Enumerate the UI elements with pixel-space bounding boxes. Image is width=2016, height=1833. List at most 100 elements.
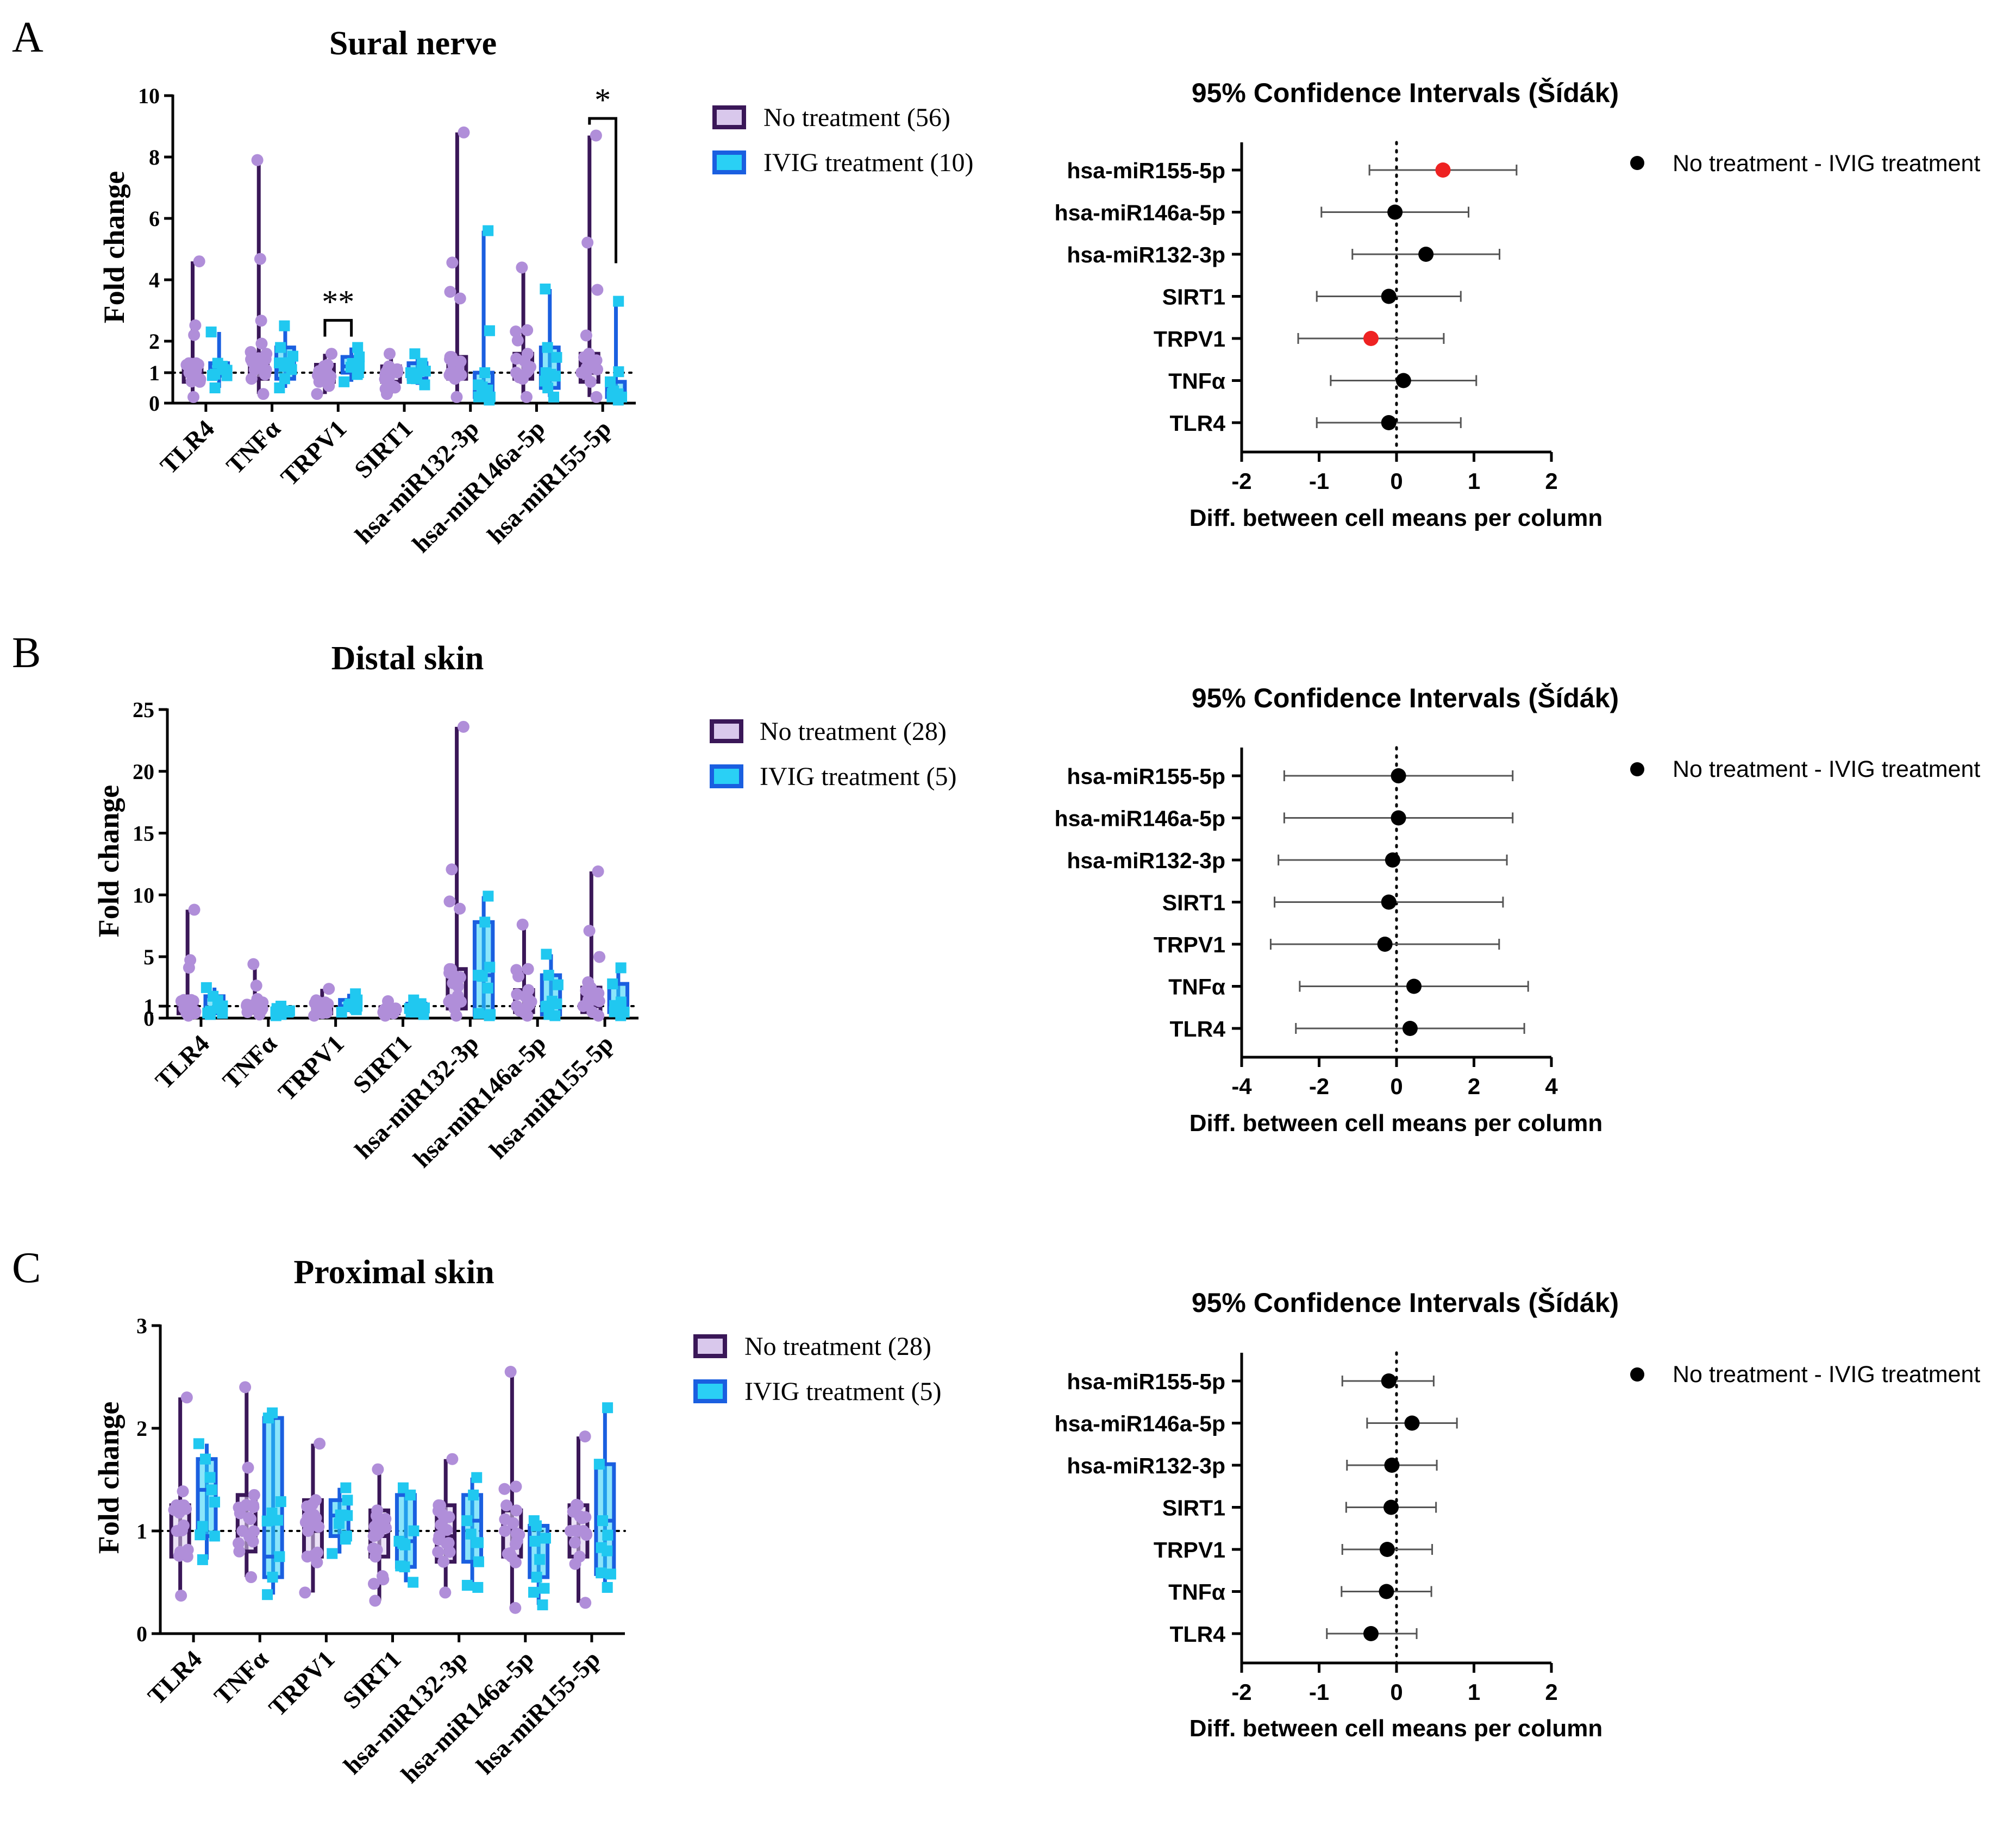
box-a-tlr4-no-treatment-point	[190, 365, 202, 377]
ci-row-a-sirt1-point	[1381, 288, 1397, 304]
box-b-hsa-mir132-3p-ivig-point	[485, 1009, 496, 1020]
box-b-trpv1-no-treatment-point	[323, 983, 335, 995]
box-b-hsa-mir132-3p-no-treatment-point	[454, 902, 466, 915]
box-a-hsa-mir132-3p-ivig-point	[483, 225, 494, 236]
box-b-hsa-mir146a-5p-no-treatment-point	[522, 995, 535, 1007]
box-a-hsa-mir132-3p-ivig-point	[479, 367, 491, 378]
box-a-hsa-mir132-3p-no-treatment-point	[446, 256, 459, 269]
box-b-hsa-mir132-3p-ivig-point	[483, 890, 494, 902]
box-b-tlr4-no-treatment-point	[188, 903, 201, 916]
box-c-tnfa-no-treatment-point	[248, 1525, 260, 1537]
box-a-hsa-mir132-3p-no-treatment-point	[452, 366, 465, 378]
box-a-hsa-mir132-3p-no-treatment-point	[454, 292, 466, 305]
ci-row-b-sirt1-label: SIRT1	[1162, 890, 1225, 915]
box-a-hsa-mir155-5p-no-treatment-point	[578, 351, 591, 363]
box-c-tnfa-no-treatment-point	[248, 1489, 260, 1501]
box-c-hsa-mir146a-5p-no-treatment-point	[510, 1504, 523, 1517]
box-c-hsa-mir146a-5p-no-treatment-point	[500, 1499, 513, 1511]
y-axis-label-a: Fold change	[98, 171, 130, 324]
box-b-hsa-mir146a-5p-ivig-point	[552, 979, 564, 990]
box-c-tnfa-no-treatment-point	[239, 1381, 252, 1393]
box-a-tnfa-no-treatment-point	[255, 337, 268, 350]
box-a-hsa-mir155-5p-no-treatment-point	[590, 391, 603, 403]
box-c-trpv1-no-treatment-point	[301, 1500, 314, 1512]
ci-title-c: 95% Confidence Intervals (Šídák)	[1192, 1287, 1619, 1318]
box-c-hsa-mir146a-5p-ivig-point	[529, 1535, 541, 1547]
box-c-sirt1-no-treatment-point	[372, 1463, 384, 1476]
box-c-hsa-mir132-3p-ivig-point	[465, 1528, 477, 1540]
box-c-tnfa-ivig-point	[267, 1572, 278, 1583]
box-c-hsa-mir155-5p-ivig-point	[602, 1529, 613, 1541]
y-tick-label-b-1: 1	[143, 994, 154, 1019]
legend-swatch-ivig-a	[712, 150, 746, 174]
box-a-hsa-mir132-3p-ivig-point	[484, 325, 495, 336]
box-c-hsa-mir132-3p-ivig-point	[472, 1581, 484, 1593]
box-c-trpv1-no-treatment-point	[314, 1437, 326, 1450]
ci-row-b-hsa-mir155-5p-label: hsa-miR155-5p	[1067, 764, 1225, 789]
box-a-trpv1-no-treatment-point	[311, 388, 323, 400]
box-a-hsa-mir146a-5p-no-treatment-point	[510, 325, 522, 338]
box-c-tlr4-ivig-point	[199, 1453, 211, 1465]
ci-row-c-tnfa-point	[1379, 1584, 1394, 1599]
box-b-hsa-mir146a-5p-ivig-point	[543, 970, 554, 981]
box-a-tnfa-no-treatment-point	[255, 315, 267, 327]
ci-row-a-tlr4-point	[1381, 415, 1397, 430]
box-a-tlr4-no-treatment-point	[193, 255, 205, 268]
box-b-trpv1-no-treatment-point	[320, 1004, 333, 1016]
box-a-trpv1-no-treatment-point	[323, 380, 335, 392]
ci-x-tick-label-b-0: 0	[1390, 1074, 1403, 1099]
box-a-trpv1-no-treatment-point	[325, 348, 338, 360]
box-c-hsa-mir132-3p-ivig-point	[461, 1580, 473, 1591]
legend-label-no-treatment-c: No treatment (28)	[744, 1332, 931, 1361]
box-a-tlr4-no-treatment-point	[187, 391, 200, 403]
box-c-sirt1-no-treatment-point	[369, 1595, 381, 1607]
significance-a-trpv1-label: **	[322, 284, 354, 320]
box-c-trpv1-ivig-point	[334, 1518, 345, 1529]
ci-row-a-hsa-mir132-3p-point	[1418, 247, 1434, 262]
box-b-hsa-mir155-5p-no-treatment-point	[581, 999, 594, 1012]
box-a-sirt1-ivig-point	[411, 368, 422, 380]
box-c-hsa-mir155-5p-no-treatment-point	[570, 1498, 583, 1511]
box-a-tlr4-ivig-point	[209, 382, 221, 393]
ci-x-axis-label-a: Diff. between cell means per column	[1189, 505, 1602, 531]
box-b-tnfa-ivig-point	[275, 1006, 286, 1018]
ci-title-b: 95% Confidence Intervals (Šídák)	[1192, 682, 1619, 713]
box-c-hsa-mir146a-5p-ivig-point	[539, 1583, 550, 1594]
box-c-tlr4-ivig-point	[195, 1529, 206, 1541]
box-c-tnfa-no-treatment-point	[242, 1461, 254, 1474]
y-tick-label-a-8: 8	[149, 145, 160, 170]
ci-row-c-sirt1-point	[1383, 1499, 1399, 1515]
box-c-hsa-mir146a-5p-ivig-point	[540, 1533, 551, 1544]
ci-plot-sural-nerve: -2 -1 0 1 2 hsa-miR155-5p hsa-miR146a-5p hsa-mi…	[1055, 141, 1558, 494]
box-c-sirt1-no-treatment-point	[372, 1516, 384, 1528]
ci-legend-label-b: No treatment - IVIG treatment	[1673, 756, 1980, 782]
box-a-hsa-mir155-5p-ivig-point	[612, 388, 624, 399]
box-c-trpv1-ivig-point	[327, 1548, 338, 1559]
box-b-hsa-mir132-3p-no-treatment-point	[457, 720, 469, 733]
box-c-hsa-mir146a-5p-ivig-point	[537, 1599, 548, 1611]
ci-row-b-tlr4-point	[1402, 1021, 1418, 1036]
ci-x-tick-label-a-1: 1	[1468, 468, 1480, 494]
box-a-tnfa-no-treatment-point	[259, 353, 272, 366]
ci-row-b-hsa-mir132-3p-label: hsa-miR132-3p	[1067, 848, 1225, 873]
box-b-hsa-mir132-3p-ivig-point	[479, 916, 491, 928]
box-a-hsa-mir155-5p-no-treatment-point	[581, 236, 594, 249]
box-c-hsa-mir132-3p-ivig-point	[471, 1472, 483, 1483]
box-a-hsa-mir146a-5p-ivig-point	[540, 283, 551, 294]
box-b-hsa-mir132-3p-ivig-point	[477, 971, 488, 982]
box-a-hsa-mir146a-5p-no-treatment-point	[520, 391, 533, 403]
box-b-hsa-mir146a-5p-ivig-point	[540, 1001, 552, 1013]
box-c-trpv1-no-treatment-point	[306, 1515, 318, 1528]
box-c-tlr4-ivig-point	[197, 1521, 208, 1532]
box-b-hsa-mir146a-5p-no-treatment-point	[522, 963, 534, 975]
box-c-hsa-mir132-3p-ivig-point	[473, 1556, 484, 1567]
box-a-sirt1-no-treatment-point	[383, 348, 396, 360]
y-tick-label-b-10: 10	[133, 883, 154, 907]
legend-label-ivig-a: IVIG treatment (10)	[763, 148, 974, 177]
box-a-hsa-mir132-3p-no-treatment-point	[448, 354, 460, 367]
box-a-tnfa-no-treatment-point	[246, 356, 259, 368]
box-b-hsa-mir146a-5p-ivig-point	[541, 949, 552, 960]
ci-x-tick-label-c-2: 2	[1545, 1679, 1557, 1705]
box-a-tnfa-no-treatment-point	[245, 373, 258, 385]
box-c-trpv1-no-treatment-point	[299, 1586, 311, 1599]
